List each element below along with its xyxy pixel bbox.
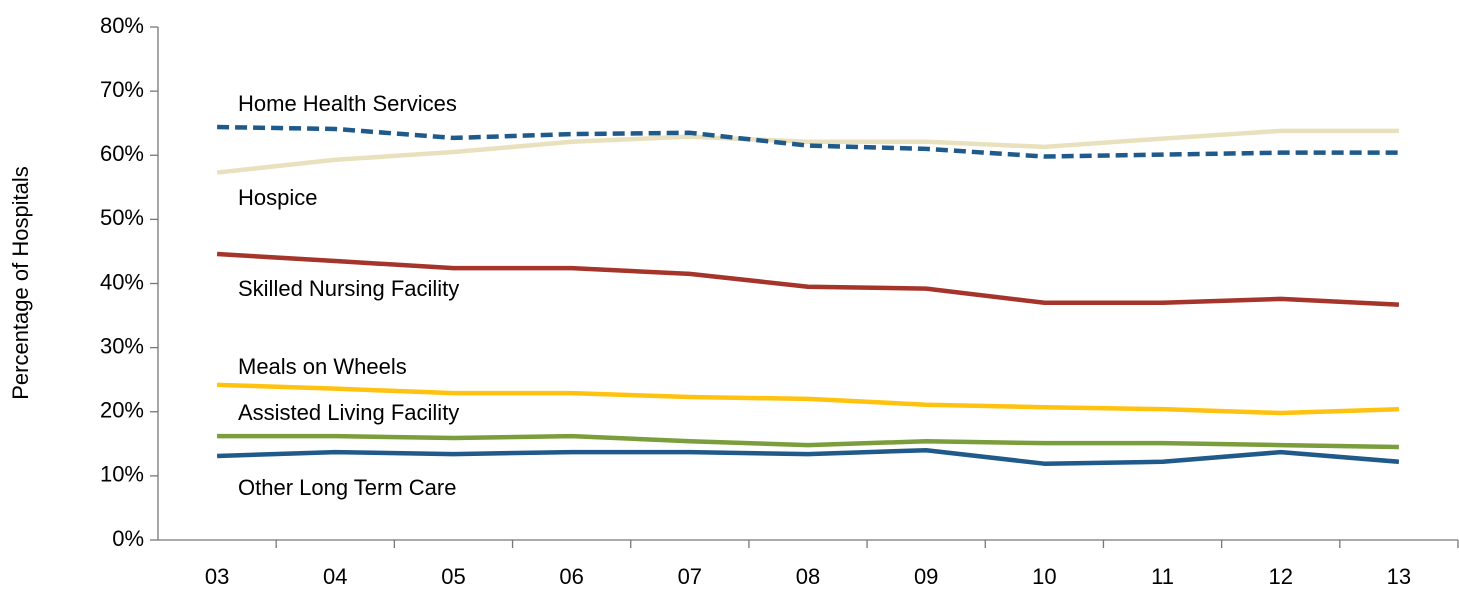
series-line bbox=[217, 447, 1400, 466]
y-tick-label: 40% bbox=[100, 269, 144, 294]
y-tick-label: 70% bbox=[100, 77, 144, 102]
series-label: Meals on Wheels bbox=[238, 354, 407, 379]
x-tick-label: 09 bbox=[914, 564, 938, 589]
series-label: Hospice bbox=[238, 185, 317, 210]
series-label: Home Health Services bbox=[238, 91, 457, 116]
series-line bbox=[216, 251, 1400, 307]
series-label: Other Long Term Care bbox=[238, 475, 456, 500]
y-tick-label: 50% bbox=[100, 205, 144, 230]
x-tick-label: 05 bbox=[441, 564, 465, 589]
x-tick-label: 08 bbox=[796, 564, 820, 589]
y-axis-label: Percentage of Hospitals bbox=[8, 166, 33, 400]
x-tick-label: 07 bbox=[678, 564, 702, 589]
x-tick-label: 03 bbox=[205, 564, 229, 589]
x-tick-label: 06 bbox=[559, 564, 583, 589]
x-tick-label: 13 bbox=[1387, 564, 1411, 589]
x-tick-label: 10 bbox=[1032, 564, 1056, 589]
x-tick-label: 11 bbox=[1151, 564, 1174, 589]
x-tick-label: 04 bbox=[323, 564, 347, 589]
y-tick-label: 30% bbox=[100, 333, 144, 358]
series-label: Assisted Living Facility bbox=[238, 400, 459, 425]
series-line bbox=[217, 433, 1399, 450]
y-tick-label: 80% bbox=[100, 13, 144, 38]
y-tick-label: 10% bbox=[100, 462, 144, 487]
x-tick-label: 12 bbox=[1268, 564, 1292, 589]
series-line bbox=[217, 382, 1399, 416]
series-line bbox=[216, 128, 1399, 175]
y-tick-label: 20% bbox=[100, 398, 144, 423]
series-label: Skilled Nursing Facility bbox=[238, 276, 459, 301]
y-tick-label: 0% bbox=[112, 526, 144, 551]
y-tick-label: 60% bbox=[100, 141, 144, 166]
